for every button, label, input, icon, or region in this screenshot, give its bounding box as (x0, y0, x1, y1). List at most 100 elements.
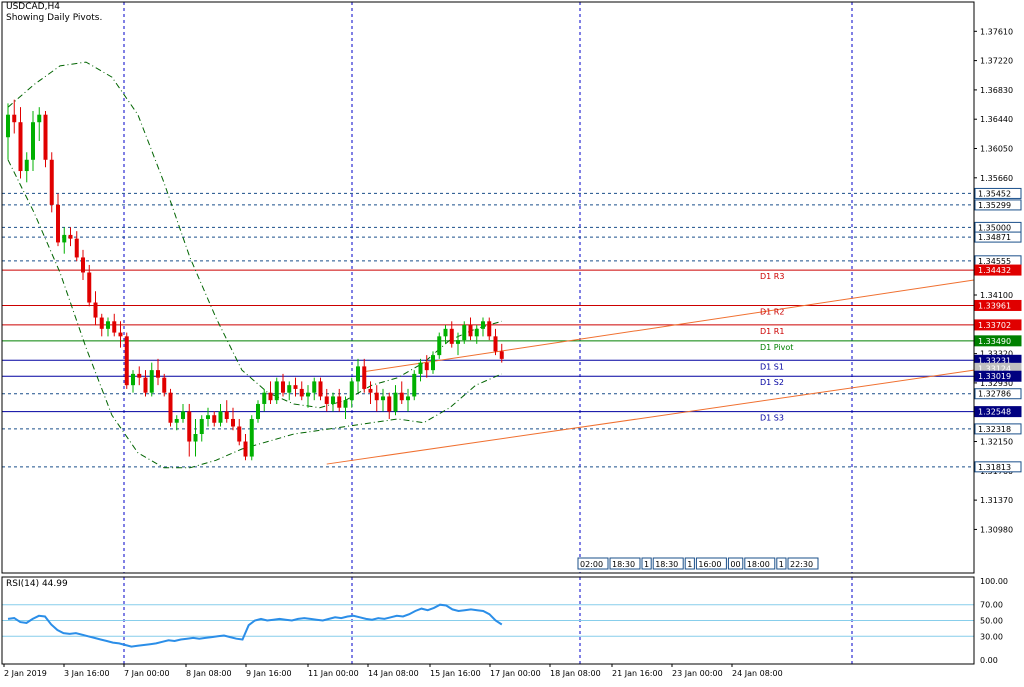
candle-body (156, 370, 160, 378)
price-tag-box (974, 388, 1022, 400)
candle-body (118, 332, 123, 337)
candle-body (443, 328, 448, 337)
x-tick-label: 7 Jan 00:00 (124, 669, 170, 678)
x-tick-label: 23 Jan 00:00 (672, 669, 723, 678)
candle-body (418, 362, 423, 374)
price-tag-text: 1.31813 (978, 463, 1011, 472)
candle-body (387, 396, 392, 412)
candle-body (68, 234, 73, 239)
rsi-tick-label: 70.00 (980, 601, 1003, 610)
candle-body (368, 388, 373, 393)
time-label-box (577, 557, 609, 570)
candle-body (37, 114, 42, 123)
candle-body (62, 234, 67, 243)
candle-body (106, 321, 110, 329)
price-tag-box (974, 299, 1022, 311)
candle-body (137, 373, 142, 378)
candle-body (406, 396, 410, 401)
price-tag-box (974, 370, 1022, 382)
price-panel-frame (1, 1, 975, 574)
candle-body (318, 381, 323, 397)
candle-body (474, 328, 479, 337)
subtitle-label: Showing Daily Pivots. (6, 13, 103, 23)
price-tag-text: 1.32548 (978, 408, 1011, 417)
axes: 1.37610 1.37220 1.36830 1.36440 1.36050 1.356… (1, 1, 1013, 678)
candle-body (324, 396, 329, 404)
price-tick-label: 1.30980 (980, 525, 1013, 534)
candle-body (74, 238, 79, 258)
time-label-box (652, 557, 684, 570)
price-tick-label: 1.36440 (980, 115, 1013, 124)
rsi-tick-label: 50.00 (980, 617, 1003, 626)
candle-body (12, 114, 17, 123)
rsi-tick-label: 0.00 (980, 656, 998, 665)
time-label-text: 18:30 (612, 560, 635, 569)
candle-body (187, 411, 192, 442)
price-tick-label: 1.37610 (980, 27, 1013, 36)
candle-body (237, 426, 242, 442)
time-label-box (609, 557, 641, 570)
candle-body (81, 257, 85, 273)
x-tick-label: 15 Jan 16:00 (430, 669, 481, 678)
candle-body (256, 403, 260, 419)
rsi-label: RSI(14) 44.99 (6, 579, 68, 589)
candle-body (24, 159, 29, 172)
price-tag-box (974, 406, 1022, 418)
candle-body (499, 351, 504, 359)
candle-body (124, 336, 129, 386)
candle-body (362, 366, 367, 389)
time-label-box (641, 557, 652, 570)
price-tag-box (974, 187, 1022, 199)
candle-body (381, 396, 385, 401)
candle-body (162, 377, 167, 393)
time-label-text: 16:00 (698, 560, 721, 569)
candle-body (199, 418, 204, 435)
candle-body (306, 392, 310, 397)
candle-body (299, 388, 304, 397)
pivot-label: D1 R1 (760, 327, 784, 336)
candle-body (143, 377, 148, 393)
candle-body (343, 400, 348, 408)
candle-body (224, 411, 229, 419)
candle-body (99, 317, 104, 329)
time-label-box (787, 557, 819, 570)
x-tick-label: 11 Jan 00:00 (308, 669, 359, 678)
candle-body (243, 441, 248, 457)
time-label-text: 1 (779, 560, 784, 569)
pivot-label: D1 S1 (760, 362, 784, 371)
candle-body (212, 415, 217, 423)
candle-body (18, 122, 23, 172)
time-label-box (776, 557, 787, 570)
candle-body (168, 392, 173, 423)
x-tick-label: 21 Jan 16:00 (612, 669, 663, 678)
time-label-text: 1 (644, 560, 649, 569)
pivot-label: D1 R3 (760, 272, 784, 281)
candle-body (293, 385, 298, 389)
pivot-label: D1 S3 (760, 414, 784, 423)
x-tick-label: 3 Jan 16:00 (64, 669, 110, 678)
price-tag-text: 1.35452 (978, 189, 1011, 198)
candle-body (412, 373, 417, 397)
candle-body (356, 366, 360, 382)
candle-body (49, 159, 54, 205)
channel-lower-line (326, 369, 975, 465)
candle-body (424, 362, 429, 371)
candle-body (481, 321, 485, 329)
price-tick-label: 1.33320 (980, 350, 1013, 359)
x-tick-label: 2 Jan 2019 (4, 669, 47, 678)
candle-body (493, 336, 498, 352)
price-tag-text: 1.34871 (978, 233, 1011, 242)
price-tick-label: 1.32150 (980, 438, 1013, 447)
candle-body (131, 373, 135, 386)
pivot-label: D1 S2 (760, 378, 784, 387)
time-label-text: 00 (730, 560, 740, 569)
price-tag-box (974, 199, 1022, 211)
candle-body (456, 340, 460, 344)
candle-body (399, 392, 404, 401)
price-tag-box (974, 264, 1022, 276)
channel-upper-line (364, 279, 975, 373)
price-tick-label: 1.36050 (980, 145, 1013, 154)
candle-body (43, 114, 48, 160)
candles (6, 99, 504, 461)
